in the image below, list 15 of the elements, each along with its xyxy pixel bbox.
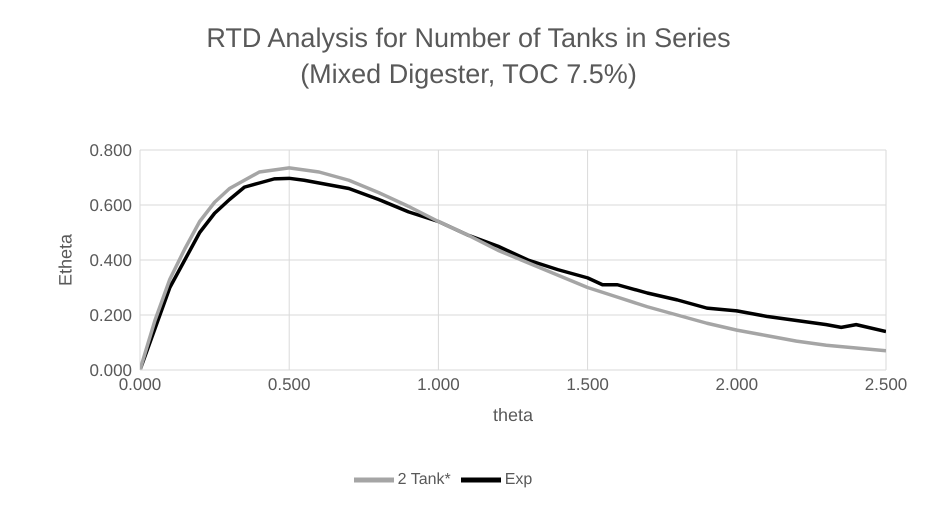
y-tick-label: 0.600: [89, 196, 132, 216]
x-tick-label: 0.000: [118, 375, 162, 394]
chart-title: RTD Analysis for Number of Tanks in Series (Mixed Digester, TOC 7.5%): [205, 22, 732, 91]
x-tick-label: 2.000: [716, 375, 758, 394]
x-tick-label: 1.000: [417, 375, 460, 394]
y-axis-title: Etheta: [55, 232, 76, 286]
y-tick-label: 0.200: [89, 306, 132, 326]
x-tick-label: 0.500: [268, 375, 310, 394]
legend-label: 2 Tank*: [398, 471, 451, 488]
x-tick-label: 1.500: [566, 375, 609, 394]
y-tick-label: 0.800: [89, 141, 132, 160]
x-tick-label: 2.500: [864, 375, 908, 394]
legend-label: Exp: [504, 471, 532, 488]
y-tick-label: 0.400: [89, 251, 132, 270]
x-axis-title: theta: [492, 404, 534, 425]
